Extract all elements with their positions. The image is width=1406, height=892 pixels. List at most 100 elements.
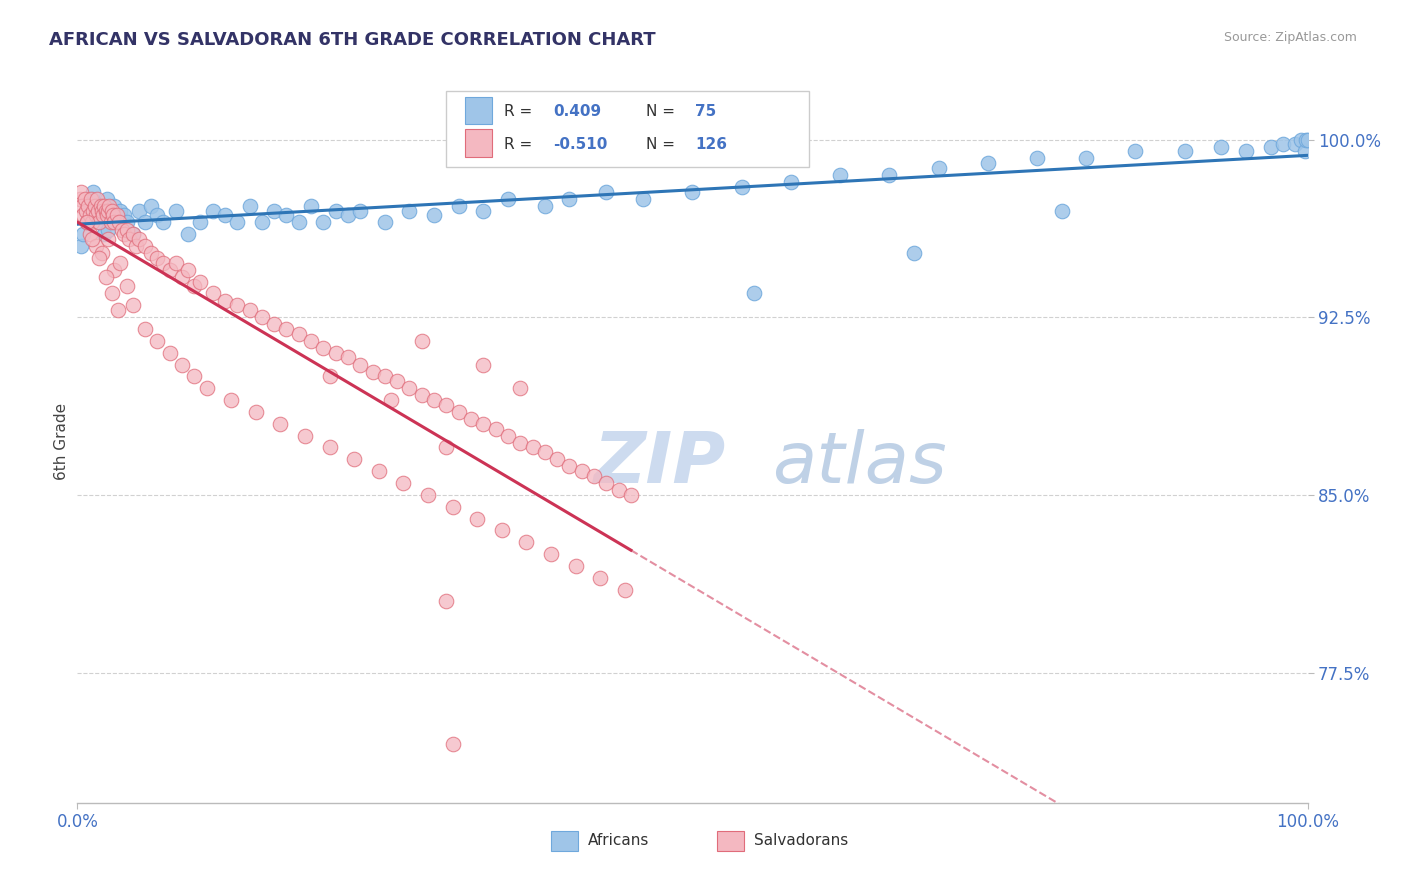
Point	[263, 203, 285, 218]
Point	[134, 322, 156, 336]
Point	[269, 417, 291, 431]
Point	[70, 185, 93, 199]
Point	[589, 571, 612, 585]
Point	[94, 203, 117, 218]
Point	[276, 322, 298, 336]
Point	[159, 262, 181, 277]
Point	[188, 215, 212, 229]
Point	[96, 192, 118, 206]
Point	[93, 227, 115, 242]
Point	[903, 246, 925, 260]
Point	[613, 582, 636, 597]
Point	[472, 417, 495, 431]
Point	[1234, 145, 1257, 159]
Point	[607, 483, 630, 497]
Point	[97, 222, 120, 236]
Point	[1076, 152, 1098, 166]
Point	[522, 441, 544, 455]
Point	[337, 208, 360, 222]
Point	[101, 203, 124, 218]
Text: atlas: atlas	[772, 429, 948, 498]
Point	[115, 222, 138, 236]
Point	[188, 275, 212, 289]
Point	[830, 168, 852, 182]
Point	[96, 208, 118, 222]
Point	[226, 298, 249, 312]
Text: ZIP: ZIP	[595, 429, 727, 498]
Point	[515, 535, 537, 549]
Point	[337, 351, 360, 365]
Point	[77, 199, 100, 213]
Point	[928, 161, 950, 175]
Point	[165, 255, 187, 269]
Point	[1026, 152, 1049, 166]
Text: 0.409: 0.409	[554, 103, 602, 119]
Point	[447, 405, 470, 419]
Point	[97, 232, 120, 246]
Point	[1294, 145, 1316, 159]
Point	[558, 192, 581, 206]
Point	[121, 227, 143, 242]
Point	[1272, 137, 1295, 152]
Point	[94, 269, 117, 284]
Point	[423, 208, 446, 222]
Text: N =: N =	[645, 103, 675, 119]
Point	[141, 199, 163, 213]
Point	[263, 318, 285, 332]
Point	[325, 345, 347, 359]
Point	[583, 469, 606, 483]
Point	[79, 199, 101, 213]
Point	[103, 215, 125, 229]
Point	[595, 475, 617, 490]
Point	[571, 464, 593, 478]
Point	[374, 369, 396, 384]
Point	[76, 215, 98, 229]
Point	[128, 203, 150, 218]
Point	[82, 192, 104, 206]
Point	[620, 488, 643, 502]
Point	[108, 215, 131, 229]
Point	[91, 208, 114, 222]
Text: Africans: Africans	[588, 833, 650, 848]
Point	[82, 232, 104, 246]
Point	[1260, 139, 1282, 153]
Point	[80, 192, 103, 206]
Point	[101, 286, 124, 301]
Point	[79, 208, 101, 222]
Point	[250, 215, 273, 229]
Point	[318, 369, 340, 384]
Point	[76, 215, 98, 229]
Point	[214, 293, 236, 308]
Point	[441, 737, 464, 751]
Point	[299, 199, 322, 213]
Point	[159, 345, 181, 359]
Point	[1050, 203, 1073, 218]
Point	[509, 381, 531, 395]
Point	[441, 500, 464, 514]
Point	[546, 452, 568, 467]
Point	[633, 192, 655, 206]
Point	[485, 421, 508, 435]
Text: R =: R =	[505, 103, 533, 119]
Point	[294, 428, 316, 442]
Point	[367, 464, 389, 478]
Point	[84, 239, 107, 253]
Point	[879, 168, 901, 182]
Point	[416, 488, 439, 502]
Point	[152, 215, 174, 229]
Point	[170, 269, 193, 284]
Point	[1296, 132, 1319, 146]
Point	[1125, 145, 1147, 159]
Point	[82, 215, 104, 229]
Point	[101, 208, 124, 222]
Text: AFRICAN VS SALVADORAN 6TH GRADE CORRELATION CHART: AFRICAN VS SALVADORAN 6TH GRADE CORRELAT…	[49, 31, 655, 49]
FancyBboxPatch shape	[447, 91, 810, 167]
Point	[112, 227, 135, 242]
Point	[465, 511, 488, 525]
Point	[76, 215, 98, 229]
Y-axis label: 6th Grade: 6th Grade	[53, 403, 69, 480]
Point	[183, 369, 205, 384]
Point	[72, 227, 94, 242]
Point	[89, 251, 111, 265]
Point	[447, 199, 470, 213]
